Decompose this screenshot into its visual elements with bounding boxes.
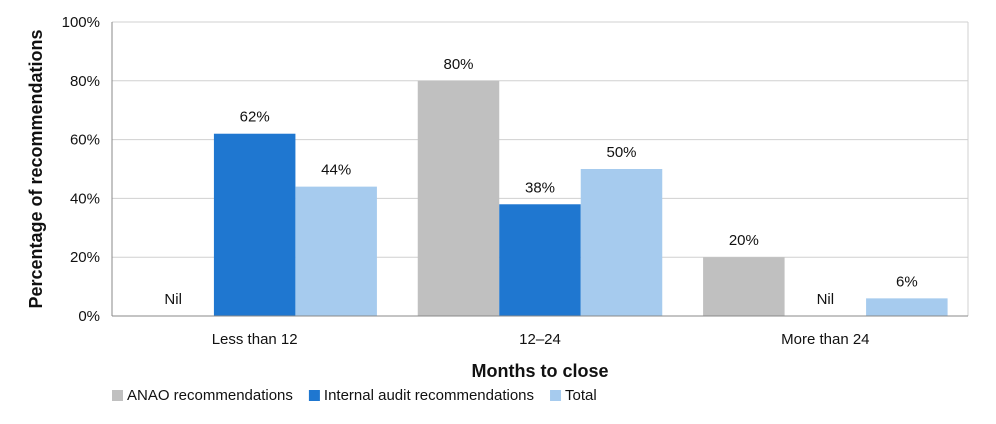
- legend-label: Internal audit recommendations: [324, 387, 534, 404]
- y-tick-label: 100%: [62, 14, 100, 31]
- data-label: 6%: [896, 273, 918, 290]
- legend-label: Total: [565, 387, 597, 404]
- data-label: 20%: [729, 232, 759, 249]
- legend-swatch: [112, 390, 123, 401]
- data-label: 38%: [525, 179, 555, 196]
- y-tick-labels: 0% 20% 40% 60% 80% 100%: [62, 14, 100, 325]
- y-axis-title: Percentage of recommendations: [26, 29, 46, 308]
- x-category-labels: Less than 12 12–24 More than 24: [212, 331, 870, 348]
- bar: [703, 257, 785, 316]
- x-category-label: Less than 12: [212, 331, 298, 348]
- x-category-label: 12–24: [519, 331, 561, 348]
- bar: [499, 204, 581, 316]
- bar: [866, 298, 948, 316]
- data-labels: Nil 62% 44% 80% 38% 50% 20% Nil 6%: [164, 56, 917, 308]
- data-label: Nil: [164, 291, 182, 308]
- legend-swatch: [550, 390, 562, 401]
- bar: [580, 169, 663, 316]
- data-label: 62%: [240, 109, 270, 126]
- data-label: 50%: [606, 144, 636, 161]
- y-tick-label: 80%: [70, 73, 100, 90]
- bars: [213, 80, 948, 316]
- axes: [111, 21, 969, 317]
- y-tick-label: 20%: [70, 249, 100, 266]
- legend: ANAO recommendations Internal audit recom…: [112, 387, 597, 404]
- bar: [213, 133, 296, 316]
- data-label: Nil: [817, 291, 835, 308]
- y-tick-label: 40%: [70, 190, 100, 207]
- bar: [417, 80, 500, 316]
- x-category-label: More than 24: [781, 331, 869, 348]
- data-label: 44%: [321, 162, 351, 179]
- y-tick-label: 0%: [78, 308, 100, 325]
- legend-swatch: [308, 390, 320, 401]
- legend-label: ANAO recommendations: [127, 387, 293, 404]
- data-label: 80%: [443, 56, 473, 73]
- bar: [295, 186, 377, 316]
- y-tick-label: 60%: [70, 132, 100, 149]
- x-axis-title: Months to close: [471, 361, 608, 381]
